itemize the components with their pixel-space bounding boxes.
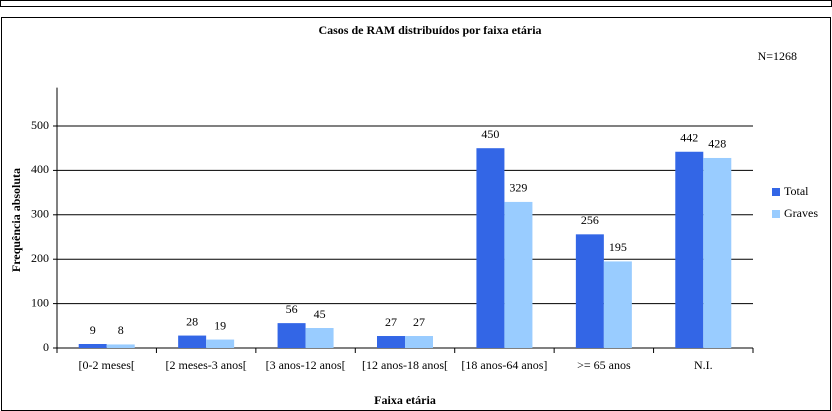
bar <box>703 157 732 348</box>
value-label: 56 <box>286 302 298 316</box>
value-label: 329 <box>509 181 527 195</box>
value-label: 428 <box>708 137 726 151</box>
bar <box>603 261 632 348</box>
x-tick-label: [0-2 meses[ <box>79 358 135 372</box>
x-tick-label: [3 anos-12 anos[ <box>266 358 346 372</box>
x-tick-label: >= 65 anos <box>577 358 631 372</box>
legend-label: Total <box>784 184 809 198</box>
value-label: 27 <box>385 315 397 329</box>
value-label: 442 <box>680 131 698 145</box>
bar <box>78 344 107 348</box>
legend-swatch <box>772 188 780 196</box>
y-tick-label: 500 <box>31 118 49 132</box>
y-tick-label: 300 <box>31 207 49 221</box>
value-label: 19 <box>214 318 226 332</box>
value-label: 256 <box>581 213 599 227</box>
value-label: 8 <box>118 323 124 337</box>
chart-title: Casos de RAM distribuídos por faixa etár… <box>318 23 541 37</box>
y-tick-label: 100 <box>31 295 49 309</box>
legend-label: Graves <box>784 206 818 220</box>
value-label: 9 <box>90 323 96 337</box>
x-axis-label: Faixa etária <box>374 393 436 407</box>
y-tick-label: 200 <box>31 251 49 265</box>
bar <box>106 344 135 348</box>
bar <box>305 328 334 348</box>
value-label: 28 <box>186 314 198 328</box>
bar <box>277 323 306 348</box>
x-tick-label: [18 anos-64 anos] <box>461 358 547 372</box>
bar <box>675 151 704 348</box>
bar <box>178 335 207 348</box>
legend-swatch <box>772 210 780 218</box>
y-tick-label: 400 <box>31 162 49 176</box>
bar <box>377 336 405 348</box>
annotation: N=1268 <box>758 49 797 63</box>
bar <box>206 339 235 348</box>
x-tick-label: N.I. <box>694 358 713 372</box>
value-label: 195 <box>609 240 627 254</box>
bar <box>575 234 604 348</box>
bar <box>504 201 533 348</box>
x-tick-label: [12 anos-18 anos[ <box>362 358 448 372</box>
x-tick-label: [2 meses-3 anos[ <box>165 358 246 372</box>
value-label: 450 <box>481 127 499 141</box>
bar <box>405 336 433 348</box>
y-tick-label: 0 <box>43 340 49 354</box>
top-frame <box>0 0 832 7</box>
bar <box>476 148 505 348</box>
value-label: 45 <box>314 307 326 321</box>
y-axis-label: Frequência absoluta <box>9 168 23 272</box>
value-label: 27 <box>413 315 425 329</box>
